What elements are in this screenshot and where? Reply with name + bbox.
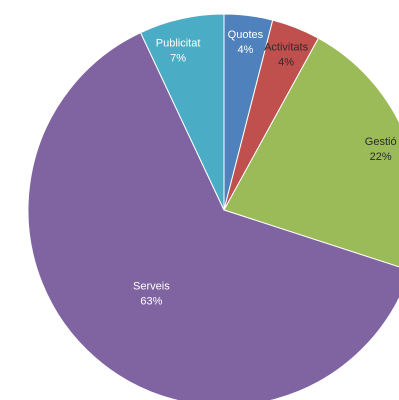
pie-slices <box>27 13 399 400</box>
slice-percent-label: 4% <box>278 56 294 68</box>
slice-percent-label: 22% <box>370 151 392 163</box>
slice-category-label: Quotes <box>228 29 264 41</box>
slice-percent-label: 63% <box>140 295 162 307</box>
slice-category-label: Gestió <box>365 136 397 148</box>
pie-slice-publicitat <box>139 13 225 211</box>
slice-category-label: Activitats <box>264 41 309 53</box>
slice-category-label: Publicitat <box>156 37 201 49</box>
pie-slice-serveis <box>27 31 399 400</box>
slice-percent-label: 4% <box>237 44 253 56</box>
pie-slice-gesti- <box>223 37 399 268</box>
pie-labels: Quotes 4% Activitats 4% Gestió 22% Serveis 63% P… <box>133 29 397 307</box>
slice-category-label: Serveis <box>133 280 170 292</box>
slice-percent-label: 7% <box>170 52 186 64</box>
